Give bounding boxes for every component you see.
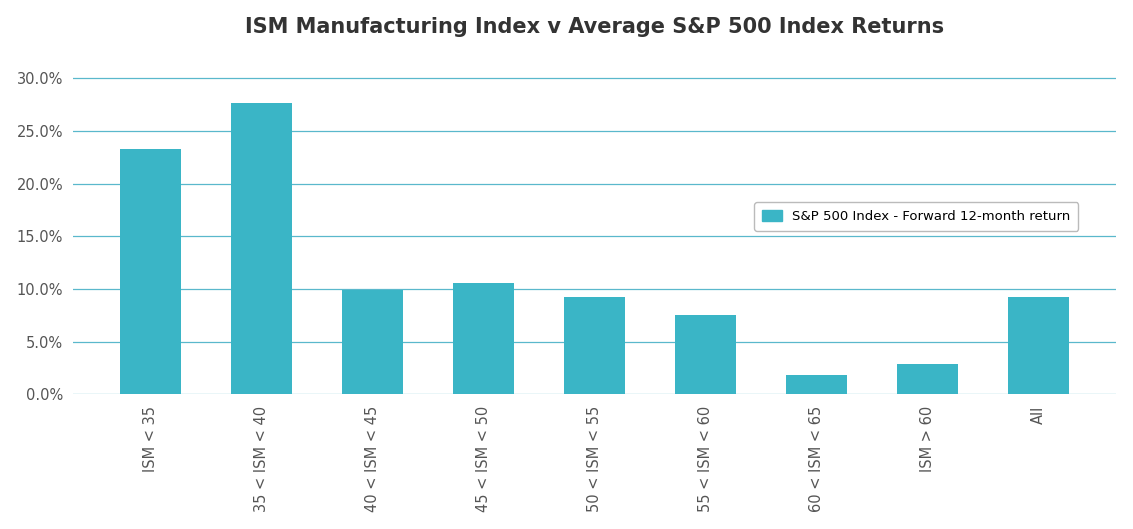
Bar <box>231 103 292 394</box>
Bar <box>564 297 625 394</box>
Legend: S&P 500 Index - Forward 12-month return: S&P 500 Index - Forward 12-month return <box>753 202 1079 231</box>
Bar <box>120 149 181 394</box>
Bar <box>786 376 847 394</box>
Bar <box>453 282 514 394</box>
Bar <box>675 315 736 394</box>
Bar <box>342 290 403 394</box>
Bar <box>897 364 959 394</box>
Title: ISM Manufacturing Index v Average S&P 500 Index Returns: ISM Manufacturing Index v Average S&P 50… <box>245 17 944 37</box>
Bar <box>1008 297 1068 394</box>
